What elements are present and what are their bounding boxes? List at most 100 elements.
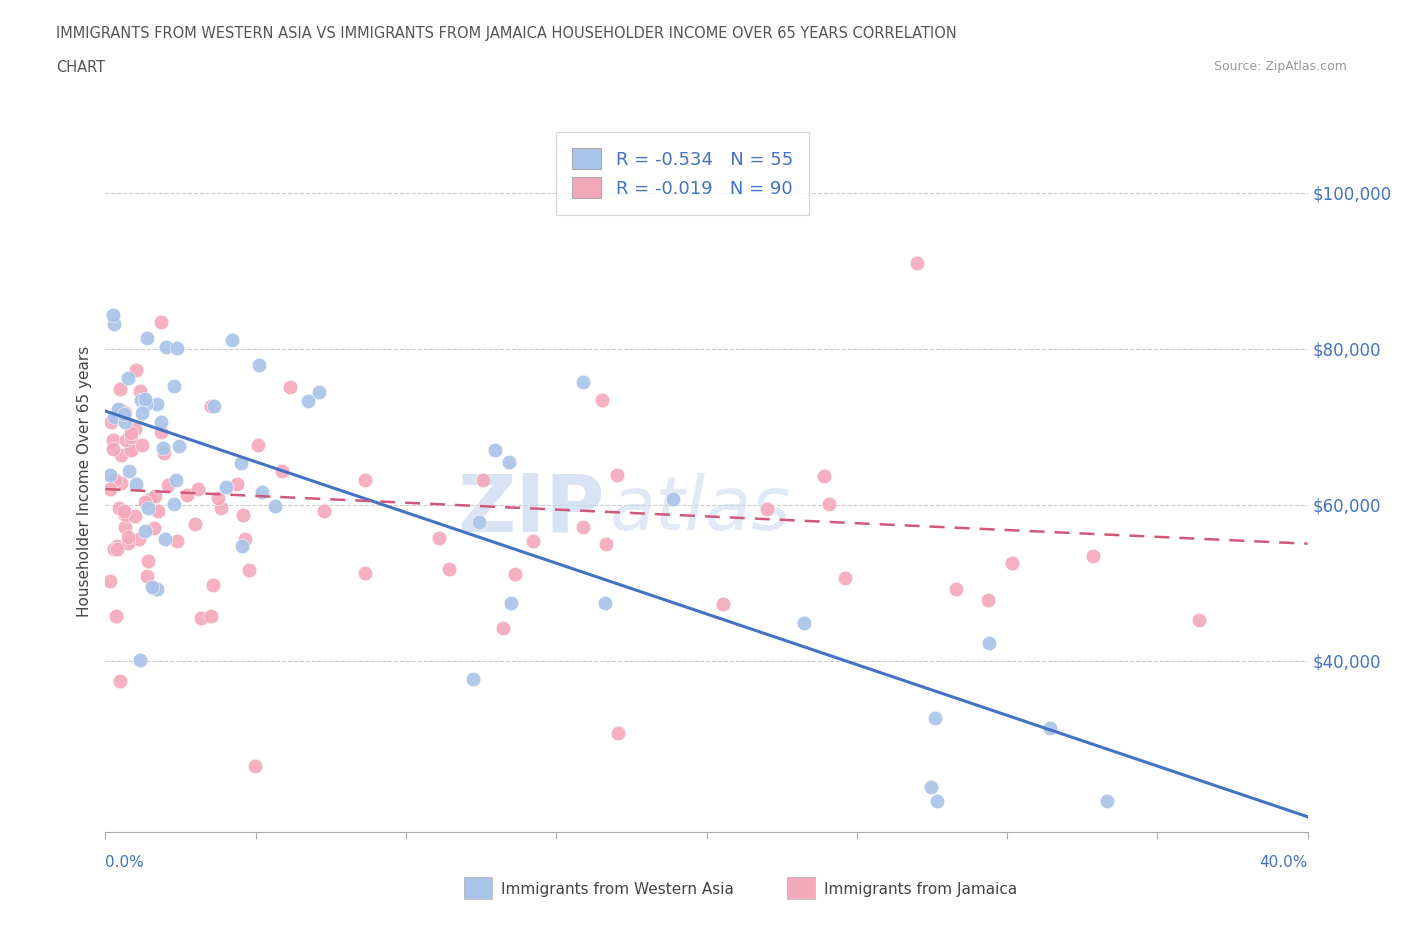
- Point: [1097, 793, 1119, 808]
- Point: [297, 393, 319, 408]
- Point: [103, 316, 125, 331]
- Point: [117, 530, 139, 545]
- Point: [129, 392, 152, 407]
- Point: [661, 492, 683, 507]
- Point: [105, 538, 128, 553]
- Point: [103, 542, 125, 557]
- Point: [246, 437, 269, 452]
- Point: [813, 469, 835, 484]
- Point: [101, 432, 124, 447]
- Point: [354, 472, 377, 487]
- Point: [484, 443, 506, 458]
- Legend: R = -0.534   N = 55, R = -0.019   N = 90: R = -0.534 N = 55, R = -0.019 N = 90: [555, 132, 808, 215]
- Point: [591, 392, 613, 407]
- Point: [131, 405, 153, 420]
- Point: [201, 578, 224, 593]
- Point: [135, 396, 157, 411]
- Point: [136, 568, 159, 583]
- Point: [166, 341, 188, 356]
- Point: [314, 503, 336, 518]
- Point: [125, 477, 148, 492]
- Text: CHART: CHART: [56, 60, 105, 75]
- Point: [595, 595, 617, 610]
- Point: [108, 500, 131, 515]
- Y-axis label: Householder Income Over 65 years: Householder Income Over 65 years: [76, 346, 91, 617]
- Point: [606, 725, 628, 740]
- Point: [924, 711, 946, 725]
- Point: [200, 399, 222, 414]
- Point: [834, 570, 856, 585]
- Point: [117, 536, 139, 551]
- Point: [249, 358, 271, 373]
- Point: [233, 531, 256, 546]
- Point: [1188, 612, 1211, 627]
- Point: [110, 476, 132, 491]
- Point: [112, 507, 135, 522]
- Point: [264, 498, 287, 513]
- Point: [146, 397, 169, 412]
- Point: [427, 530, 450, 545]
- Point: [595, 537, 617, 551]
- Point: [354, 565, 377, 580]
- Point: [756, 501, 779, 516]
- Point: [163, 496, 186, 511]
- Point: [124, 421, 146, 436]
- Point: [129, 652, 152, 667]
- Point: [278, 379, 301, 394]
- Point: [131, 438, 153, 453]
- Point: [149, 414, 172, 429]
- Text: atlas: atlas: [610, 473, 792, 545]
- Point: [232, 508, 254, 523]
- Point: [501, 596, 523, 611]
- Point: [110, 448, 132, 463]
- Point: [492, 620, 515, 635]
- Point: [98, 468, 121, 483]
- Point: [136, 554, 159, 569]
- Point: [190, 610, 212, 625]
- Point: [152, 445, 174, 460]
- Point: [101, 442, 124, 457]
- Point: [100, 414, 122, 429]
- Point: [134, 494, 156, 509]
- Point: [945, 582, 967, 597]
- Point: [136, 330, 159, 345]
- Point: [112, 411, 135, 426]
- Text: 40.0%: 40.0%: [1260, 855, 1308, 870]
- Point: [711, 596, 734, 611]
- Point: [118, 443, 141, 458]
- Point: [176, 488, 198, 503]
- Point: [250, 485, 273, 499]
- Point: [437, 562, 460, 577]
- Point: [927, 793, 949, 808]
- Point: [114, 415, 136, 430]
- Point: [229, 456, 252, 471]
- Point: [124, 509, 146, 524]
- Point: [143, 521, 166, 536]
- Point: [920, 779, 942, 794]
- Point: [118, 464, 141, 479]
- Point: [163, 379, 186, 393]
- Point: [150, 314, 173, 329]
- Point: [153, 532, 176, 547]
- Point: [498, 455, 520, 470]
- Point: [468, 515, 491, 530]
- Point: [114, 406, 136, 421]
- Point: [606, 468, 628, 483]
- Point: [105, 542, 128, 557]
- Point: [231, 538, 253, 553]
- Point: [115, 508, 138, 523]
- Point: [226, 476, 249, 491]
- Point: [572, 520, 595, 535]
- Point: [112, 406, 135, 421]
- Point: [505, 566, 527, 581]
- Text: 0.0%: 0.0%: [105, 855, 145, 870]
- Point: [107, 402, 129, 417]
- Point: [134, 392, 156, 406]
- Point: [150, 425, 173, 440]
- Point: [979, 636, 1001, 651]
- Point: [112, 503, 135, 518]
- Point: [1001, 555, 1024, 570]
- Point: [167, 438, 190, 453]
- Point: [98, 574, 121, 589]
- Point: [271, 464, 294, 479]
